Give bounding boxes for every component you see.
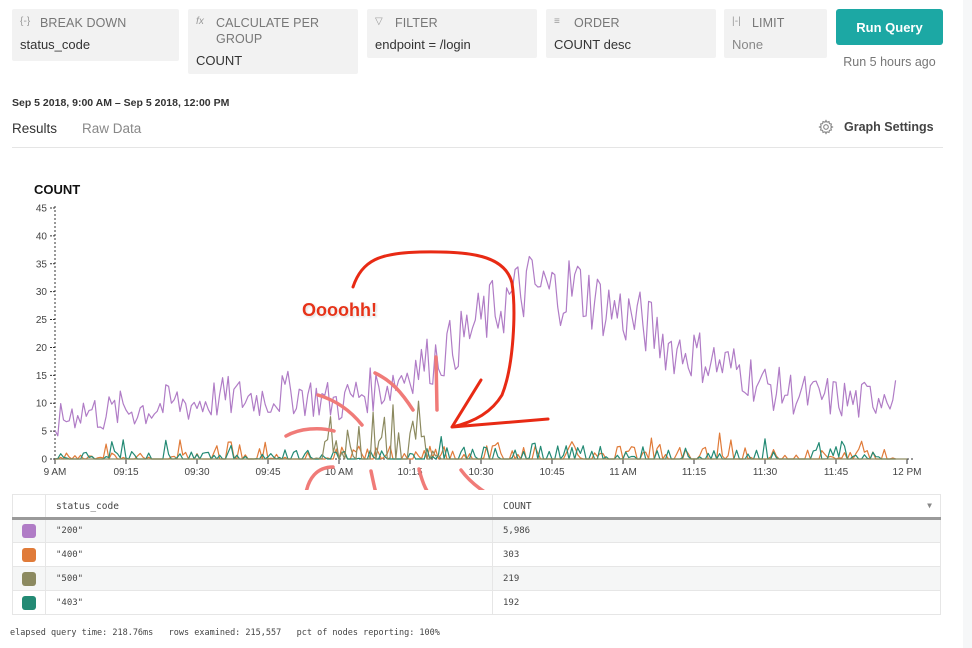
run-status: Run 5 hours ago — [843, 55, 936, 69]
graph-settings-button[interactable]: Graph Settings — [818, 119, 934, 135]
count-line-chart[interactable]: 0 5 10 15 20 25 30 35 40 45 9 AM 09:15 09:30 09:45 10… — [0, 195, 940, 490]
limit-icon: |-| — [732, 16, 741, 27]
svg-text:10 AM: 10 AM — [325, 467, 353, 478]
status-code-cell: "400" — [45, 542, 493, 567]
break-down-icon: {-} — [20, 16, 31, 27]
table-header-row: status_code COUNT ▼ — [12, 494, 941, 520]
break-down-clause[interactable]: {-} BREAK DOWN status_code — [12, 9, 179, 61]
rows-examined: rows examined: 215,557 — [168, 628, 282, 638]
chart-series — [54, 255, 907, 460]
order-label: ORDER — [574, 16, 620, 30]
order-value: COUNT desc — [554, 37, 632, 52]
table-row[interactable]: "200" 5,986 — [12, 518, 941, 543]
run-query-button[interactable]: Run Query — [836, 9, 943, 45]
svg-text:10: 10 — [36, 399, 48, 410]
x-axis: 9 AM 09:15 09:30 09:45 10 AM 10:15 10:30 10:45 1… — [44, 458, 922, 478]
swatch-cell — [12, 566, 46, 591]
status-code-cell: "200" — [45, 518, 493, 543]
tab-results[interactable]: Results — [12, 121, 58, 136]
count-cell: 5,986 — [492, 518, 941, 543]
status-code-cell: "500" — [45, 566, 493, 591]
header-count[interactable]: COUNT ▼ — [492, 494, 941, 520]
results-table: status_code COUNT ▼ "200" 5,986 "400" 303… — [12, 494, 941, 615]
tab-raw-data[interactable]: Raw Data — [82, 121, 142, 136]
svg-text:25: 25 — [36, 315, 48, 326]
order-icon: ≡ — [554, 16, 560, 27]
y-axis: 0 5 10 15 20 25 30 35 40 45 — [36, 204, 56, 466]
svg-text:11:45: 11:45 — [824, 467, 849, 478]
function-icon: fx — [196, 16, 204, 27]
order-clause[interactable]: ≡ ORDER COUNT desc — [546, 9, 716, 58]
svg-text:09:15: 09:15 — [113, 467, 138, 478]
svg-text:11 AM: 11 AM — [609, 467, 637, 478]
calculate-value: COUNT — [196, 53, 243, 68]
sort-desc-icon[interactable]: ▼ — [927, 500, 932, 510]
swatch-cell — [12, 542, 46, 567]
chart-title: COUNT — [34, 182, 81, 197]
calculate-label: CALCULATE PER GROUP — [216, 16, 320, 46]
query-stats: elapsed query time: 218.76ms rows examin… — [10, 628, 440, 638]
filter-clause[interactable]: ▽ FILTER endpoint = /login — [367, 9, 537, 58]
annotation-scribbles — [284, 250, 550, 490]
svg-text:11:15: 11:15 — [682, 467, 707, 478]
table-row[interactable]: "500" 219 — [12, 566, 941, 591]
filter-value: endpoint = /login — [375, 37, 471, 52]
break-down-value: status_code — [20, 37, 91, 52]
svg-text:15: 15 — [36, 371, 48, 382]
time-range[interactable]: Sep 5 2018, 9:00 AM – Sep 5 2018, 12:00 … — [12, 97, 230, 109]
svg-text:10:15: 10:15 — [397, 467, 422, 478]
tabs-divider — [12, 147, 943, 148]
count-cell: 219 — [492, 566, 941, 591]
count-cell: 192 — [492, 590, 941, 615]
series-color-swatch[interactable] — [22, 547, 36, 562]
limit-label: LIMIT — [752, 16, 785, 30]
graph-settings-label: Graph Settings — [844, 120, 934, 134]
svg-text:11:30: 11:30 — [753, 467, 778, 478]
series-color-swatch[interactable] — [22, 571, 36, 586]
svg-text:45: 45 — [36, 204, 48, 215]
header-swatch-col — [12, 494, 46, 520]
series-color-swatch[interactable] — [22, 524, 36, 538]
limit-value: None — [732, 37, 764, 52]
svg-text:09:30: 09:30 — [184, 467, 209, 478]
svg-text:35: 35 — [36, 259, 48, 270]
header-status-code[interactable]: status_code — [45, 494, 493, 520]
swatch-cell — [12, 590, 46, 615]
header-count-label: COUNT — [503, 500, 532, 512]
svg-text:10:45: 10:45 — [539, 467, 564, 478]
svg-text:40: 40 — [36, 231, 48, 242]
break-down-label: BREAK DOWN — [40, 16, 127, 30]
svg-text:12 PM: 12 PM — [893, 467, 922, 478]
swatch-cell — [12, 518, 46, 543]
annotation-label: Oooohh! — [302, 300, 377, 320]
elapsed-time: elapsed query time: 218.76ms — [10, 628, 154, 638]
svg-text:20: 20 — [36, 343, 48, 354]
svg-text:10:30: 10:30 — [468, 467, 493, 478]
svg-text:30: 30 — [36, 287, 48, 298]
table-row[interactable]: "403" 192 — [12, 590, 941, 615]
nodes-reporting: pct of nodes reporting: 100% — [296, 628, 440, 638]
limit-clause[interactable]: |-| LIMIT None — [724, 9, 827, 58]
svg-text:09:45: 09:45 — [255, 467, 280, 478]
svg-text:9 AM: 9 AM — [44, 467, 67, 478]
count-cell: 303 — [492, 542, 941, 567]
svg-text:0: 0 — [41, 455, 47, 466]
status-code-cell: "403" — [45, 590, 493, 615]
filter-icon: ▽ — [375, 16, 383, 27]
calculate-clause[interactable]: fx CALCULATE PER GROUP COUNT — [188, 9, 358, 74]
right-scroll-strip — [963, 0, 972, 648]
series-color-swatch[interactable] — [22, 595, 36, 610]
svg-text:5: 5 — [41, 427, 47, 438]
gear-icon — [818, 119, 834, 135]
table-row[interactable]: "400" 303 — [12, 542, 941, 567]
filter-label: FILTER — [395, 16, 438, 30]
